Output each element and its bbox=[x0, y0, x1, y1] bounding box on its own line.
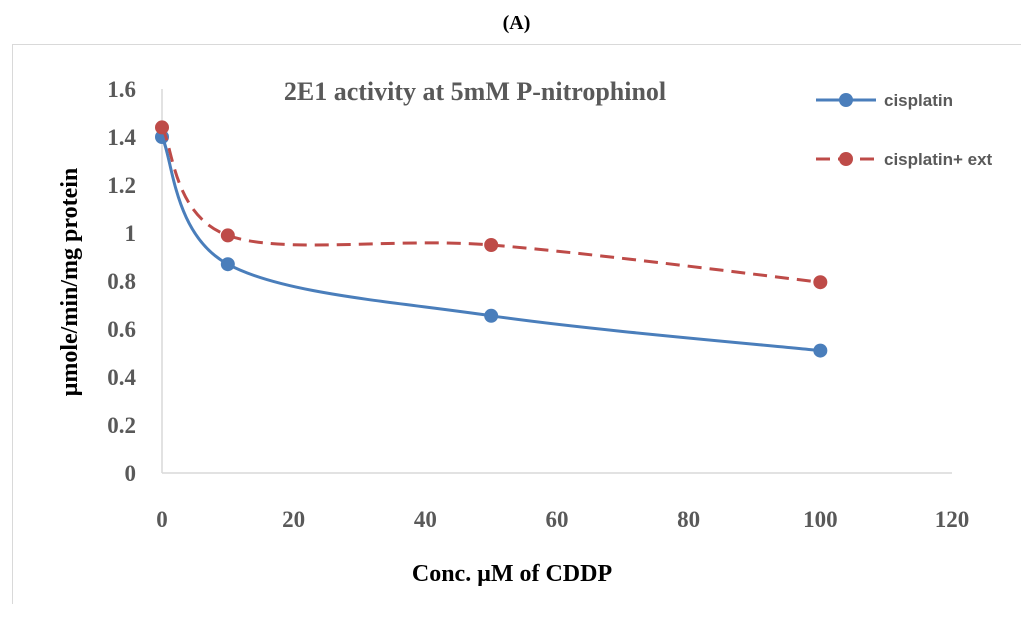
chart-frame bbox=[12, 44, 1021, 604]
data-point-2-3 bbox=[484, 238, 499, 252]
data-point-1-4 bbox=[813, 343, 828, 358]
y-tick-label: 1.6 bbox=[107, 77, 136, 102]
y-tick-label: 0 bbox=[125, 461, 137, 486]
data-point-2-2 bbox=[220, 228, 235, 243]
legend-swatch-marker bbox=[839, 93, 853, 107]
y-tick-label: 0.2 bbox=[107, 413, 136, 438]
data-point-1-2 bbox=[220, 257, 235, 272]
series-line-1 bbox=[160, 136, 821, 353]
y-tick-label: 0.6 bbox=[107, 317, 136, 342]
y-tick-label: 0.8 bbox=[107, 269, 136, 294]
series-line-2 bbox=[160, 126, 821, 284]
y-tick-label: 1.4 bbox=[107, 125, 136, 150]
data-point-2-1 bbox=[155, 120, 169, 135]
legend-swatch-marker bbox=[839, 152, 853, 166]
y-tick-label: 1 bbox=[125, 221, 137, 246]
data-point-2-4 bbox=[813, 275, 828, 290]
x-tick-label: 40 bbox=[414, 507, 437, 532]
x-tick-label: 80 bbox=[677, 507, 700, 532]
y-tick-label: 0.4 bbox=[107, 365, 136, 390]
x-axis-title: Conc. μM of CDDP bbox=[412, 561, 612, 587]
x-tick-label: 60 bbox=[546, 507, 569, 532]
x-tick-label: 100 bbox=[803, 507, 838, 532]
legend-label: cisplatin bbox=[884, 91, 953, 110]
y-tick-label: 1.2 bbox=[107, 173, 136, 198]
x-tick-label: 20 bbox=[282, 507, 305, 532]
chart-title: 2E1 activity at 5mM P-nitrophinol bbox=[284, 77, 666, 106]
x-tick-label: 0 bbox=[156, 507, 168, 532]
data-point-1-3 bbox=[484, 308, 499, 323]
y-axis-title: μmole/min/mg protein bbox=[57, 168, 83, 396]
legend-label: cisplatin+ ext bbox=[884, 150, 993, 169]
panel-label: (A) bbox=[502, 12, 531, 34]
x-tick-label: 120 bbox=[935, 507, 970, 532]
